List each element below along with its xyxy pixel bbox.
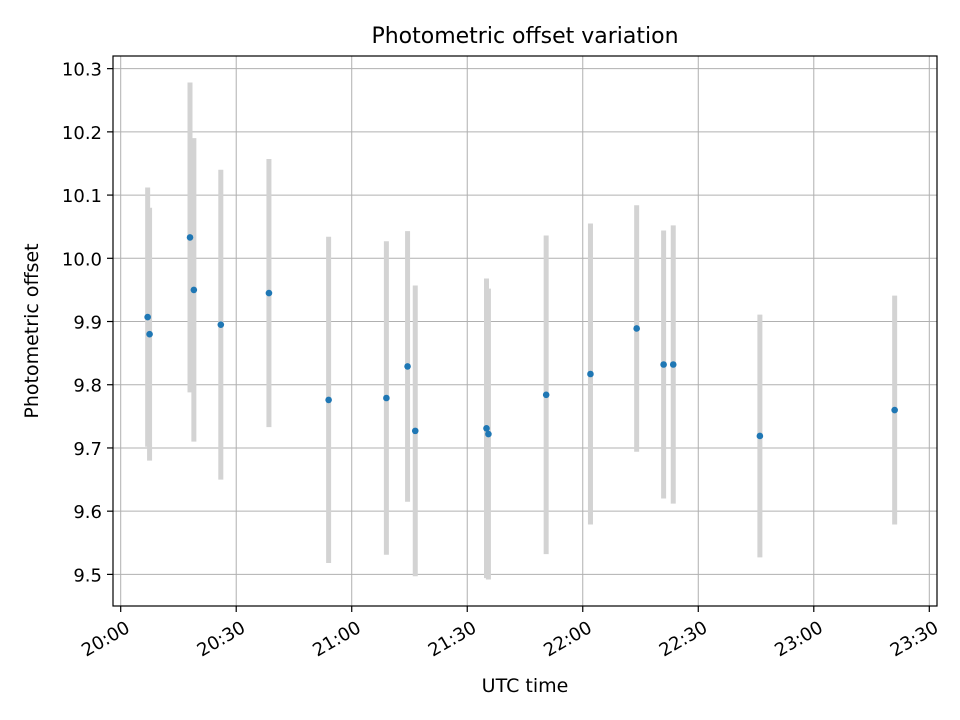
data-point [756,432,764,440]
data-point [411,427,419,435]
data-point [485,430,492,438]
y-axis-label: Photometric offset [21,243,43,418]
data-point [660,361,667,368]
y-axis-ticks: 9.5 9.6 9.7 9.8 9.9 10.0 10.1 10.2 10.3 [62,60,113,586]
data-point [587,370,594,378]
y-tick-label: 9.5 [73,565,102,586]
data-points [144,234,898,440]
data-point [144,313,151,321]
data-point [669,361,677,368]
chart-title: Photometric offset variation [371,24,678,49]
data-point [404,363,411,370]
y-tick-label: 10.1 [62,186,102,207]
data-point [190,286,198,294]
data-point [383,394,390,402]
y-tick-label: 9.6 [73,502,102,523]
data-point [633,325,640,332]
data-point [325,396,332,404]
data-point [186,234,194,241]
grid-lines [113,56,937,606]
x-axis-label: UTC time [482,675,569,697]
y-tick-label: 9.7 [73,439,102,460]
data-point [146,330,153,338]
plot-frame [112,55,938,607]
data-point [217,321,225,328]
y-tick-label: 10.2 [62,123,102,144]
data-point [265,289,273,297]
plot-area [113,56,937,606]
y-tick-label: 10.0 [62,249,102,270]
y-tick-label: 9.8 [73,376,102,397]
data-point [542,391,550,399]
data-point [483,425,490,432]
data-point [891,406,898,414]
y-tick-label: 9.9 [73,313,102,334]
y-tick-label: 10.3 [62,60,102,81]
